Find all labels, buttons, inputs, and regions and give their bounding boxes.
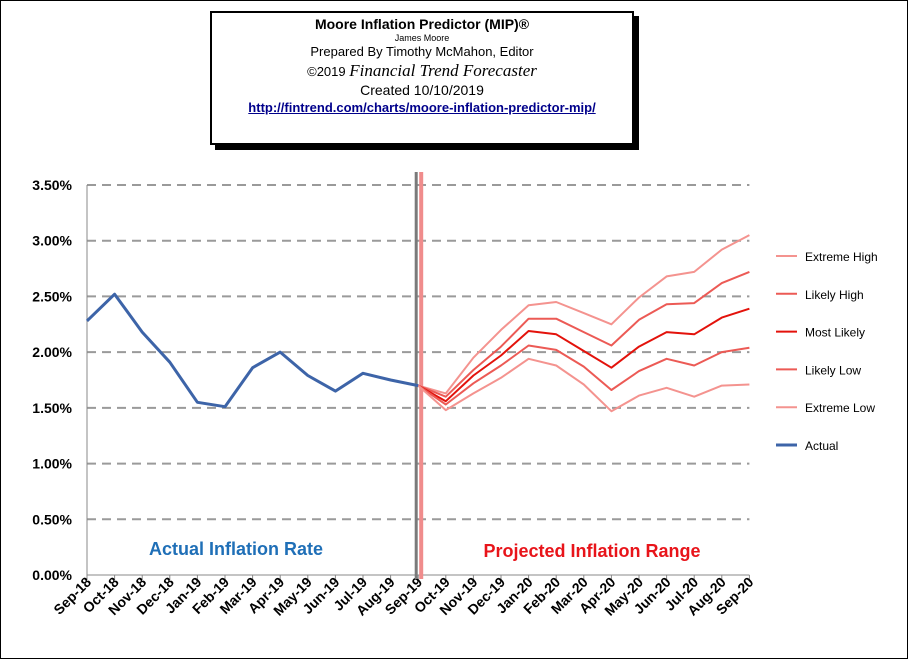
series-line-extreme-high: [417, 234, 750, 395]
chart-title-box: Moore Inflation Predictor (MIP)® James M…: [210, 11, 634, 145]
series-line-likely-high: [417, 270, 750, 398]
y-tick-label: 3.50%: [32, 177, 72, 193]
publication-name: Financial Trend Forecaster: [349, 61, 537, 80]
legend-label: Extreme High: [805, 250, 878, 264]
series-line-most-likely: [417, 307, 750, 403]
y-tick-label: 3.00%: [32, 233, 72, 249]
series-line-actual: [85, 292, 419, 409]
copyright: ©2019: [307, 64, 346, 79]
annotation-projected: Projected Inflation Range: [483, 541, 700, 561]
series-line-extreme-low: [417, 357, 750, 413]
created-date: Created 10/10/2019: [360, 82, 484, 98]
y-tick-label: 2.50%: [32, 288, 72, 304]
y-tick-label: 1.00%: [32, 456, 72, 472]
legend-label: Likely High: [805, 288, 864, 302]
annotation-actual: Actual Inflation Rate: [149, 539, 323, 559]
y-tick-label: 2.00%: [32, 344, 72, 360]
y-tick-label: 0.00%: [32, 567, 72, 583]
author-name: James Moore: [394, 33, 450, 43]
y-tick-label: 1.50%: [32, 400, 72, 416]
y-tick-label: 0.50%: [32, 511, 72, 527]
legend-label: Most Likely: [805, 326, 865, 340]
prepared-by: Prepared By Timothy McMahon, Editor: [310, 44, 534, 59]
series-line-likely-low: [417, 344, 750, 406]
source-link[interactable]: http://fintrend.com/charts/moore-inflati…: [248, 100, 596, 115]
chart-title: Moore Inflation Predictor (MIP)®: [314, 16, 530, 32]
copyright-line: ©2019 Financial Trend Forecaster: [212, 61, 632, 81]
legend-label: Extreme Low: [805, 401, 875, 415]
legend-label: Likely Low: [805, 363, 861, 377]
legend-label: Actual: [805, 439, 838, 453]
